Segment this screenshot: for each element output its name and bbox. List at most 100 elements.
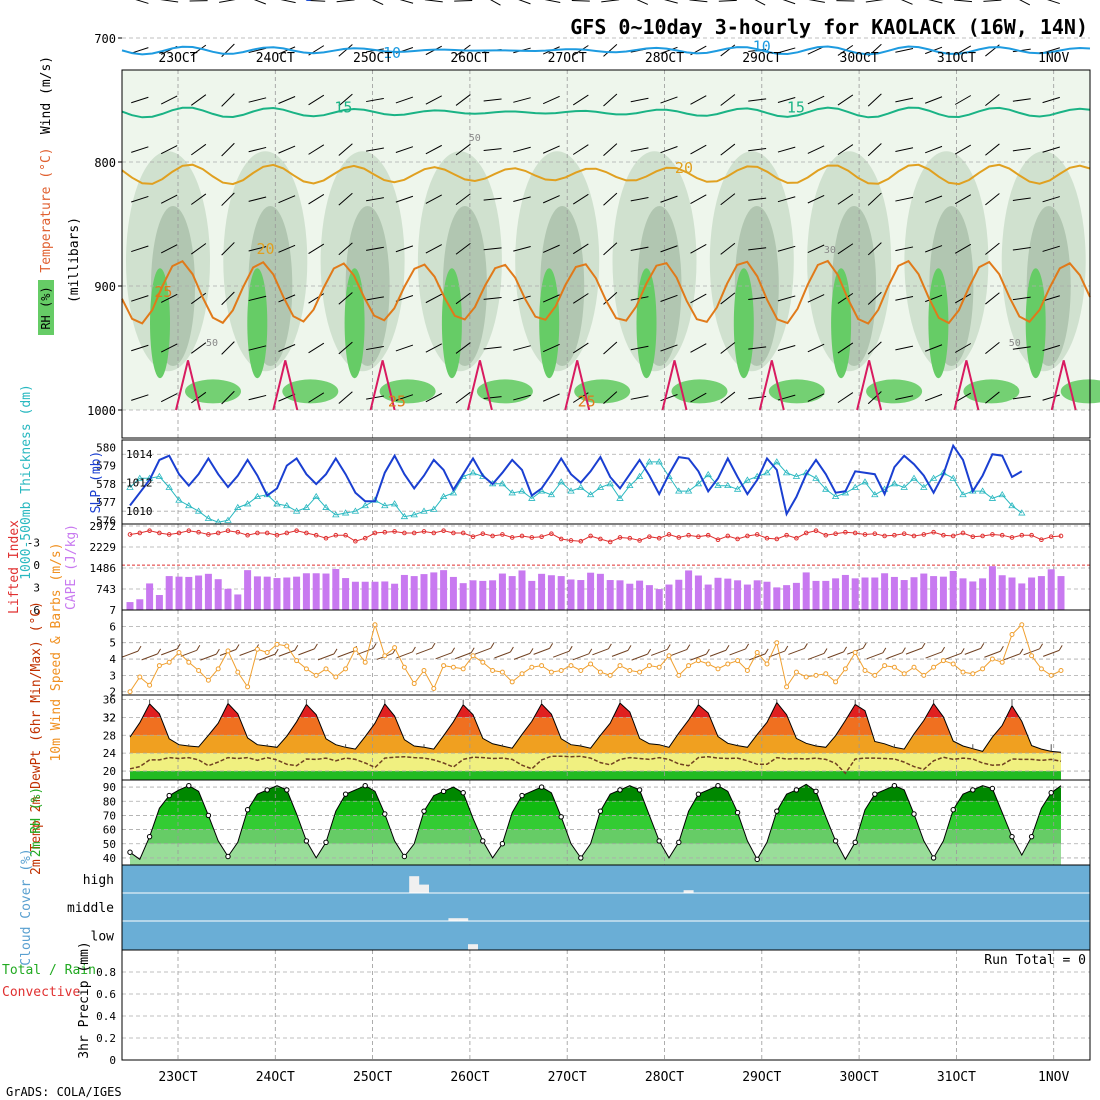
- wind-barb: [782, 0, 796, 5]
- below-ground: [122, 410, 1090, 438]
- wind-speed-marker: [891, 664, 897, 670]
- temp-line: [129, 701, 1062, 753]
- thickness-marker: [420, 507, 428, 514]
- lifted-marker: [196, 529, 201, 535]
- cloud-bar-middle: [458, 918, 469, 921]
- wind-barb: [720, 391, 736, 404]
- cape-bar: [557, 576, 565, 610]
- lifted-marker: [353, 538, 358, 544]
- thickness-marker: [312, 492, 320, 500]
- lifted-marker: [402, 530, 407, 536]
- wind-speed-marker: [637, 669, 643, 675]
- wind-barb-10m: [631, 653, 648, 661]
- wind-barb: [278, 344, 296, 352]
- lifted-marker: [1019, 532, 1025, 538]
- date-tick-label: 25OCT: [353, 51, 392, 66]
- thickness-tick-label: 577: [96, 496, 116, 509]
- wind-barb: [248, 196, 267, 202]
- rh-marker: [342, 791, 349, 797]
- wind-barb-10m: [415, 647, 433, 655]
- date-tick-label: 1NOV: [1038, 1070, 1069, 1085]
- wind-barb: [867, 291, 882, 305]
- rh-marker: [1048, 790, 1054, 796]
- wind-tick-label: 3: [109, 669, 116, 682]
- cape-bar: [1057, 576, 1065, 610]
- wind-barb-10m: [474, 647, 491, 655]
- cape-bar: [626, 583, 634, 610]
- rh-marker: [636, 787, 643, 793]
- wind-barb-10m: [494, 651, 511, 659]
- wind-speed-marker: [793, 669, 799, 675]
- wind-speed-marker: [303, 666, 309, 672]
- cape-bar: [822, 580, 830, 610]
- wind-speed-marker: [352, 646, 358, 652]
- wind-barb: [572, 94, 589, 106]
- cape-bar: [410, 576, 418, 610]
- wind-barb: [777, 196, 796, 203]
- lifted-marker: [872, 531, 878, 537]
- cape-bar: [175, 576, 183, 610]
- wind-barb: [925, 393, 943, 402]
- wind-tick-label: 5: [109, 637, 116, 650]
- wind-barb: [424, 0, 443, 3]
- wind-barb-10m: [259, 653, 276, 661]
- wind-barb: [221, 142, 235, 157]
- wind-barb: [689, 0, 708, 3]
- wind-tick-label: 2: [109, 686, 116, 699]
- wind-barb: [690, 343, 707, 353]
- wind-barb-10m: [788, 647, 805, 655]
- cloud-bar-middle: [448, 918, 459, 921]
- wind-speed-marker: [539, 663, 545, 669]
- lifted-marker: [255, 530, 260, 536]
- lifted-marker: [245, 532, 250, 538]
- cape-bar: [1008, 577, 1016, 610]
- wind-barb: [131, 344, 149, 352]
- wind-barb: [483, 247, 502, 251]
- wind-barb-10m: [435, 652, 452, 660]
- wind-barb: [720, 242, 736, 255]
- wind-barb: [985, 391, 1000, 404]
- lifted-marker: [313, 532, 319, 538]
- wind-speed-marker: [872, 672, 878, 678]
- rh-marker: [244, 807, 251, 813]
- wind-barb: [690, 95, 707, 105]
- cape-bar: [685, 570, 693, 610]
- rh-marker: [264, 787, 270, 793]
- wind-barb: [338, 93, 353, 107]
- lifted-marker: [803, 530, 809, 536]
- wind-barb: [308, 342, 325, 354]
- wind-speed-marker: [852, 650, 858, 655]
- wind-barb: [865, 0, 884, 3]
- cape-bar: [949, 570, 957, 610]
- rh-90-region: [963, 379, 1020, 404]
- wind-barb-flag: [157, 648, 162, 655]
- date-tick-label: 27OCT: [548, 51, 587, 66]
- thickness-marker: [792, 472, 801, 479]
- cape-bar: [361, 581, 369, 610]
- cape-tick-label: 1486: [90, 562, 117, 575]
- wind-barb: [690, 293, 707, 304]
- isotherm-30: [1050, 360, 1077, 411]
- isotherm-label: 25: [154, 283, 172, 301]
- thickness-marker: [1008, 501, 1016, 509]
- wind-barb-10m: [278, 649, 295, 657]
- cape-bar: [381, 581, 389, 610]
- wind-barb: [603, 341, 618, 355]
- wind-barb: [454, 0, 473, 2]
- wind-barb: [160, 194, 178, 204]
- cape-bar: [714, 577, 722, 610]
- wind-barb-flag: [784, 645, 789, 652]
- wind-barb: [278, 393, 296, 402]
- wind-barb-10m: [925, 651, 942, 659]
- cape-bar: [351, 581, 359, 610]
- wind-barb-flag: [411, 646, 416, 653]
- wind-barb: [308, 243, 325, 254]
- lifted-marker: [382, 529, 388, 535]
- rh-marker: [950, 807, 956, 813]
- wind-barb: [603, 143, 618, 156]
- wind-barb-flag: [313, 643, 318, 650]
- wind-barb: [867, 143, 882, 157]
- wind-speed-marker: [666, 653, 672, 659]
- rh-marker: [891, 782, 898, 789]
- wind-barb-flag: [137, 645, 142, 652]
